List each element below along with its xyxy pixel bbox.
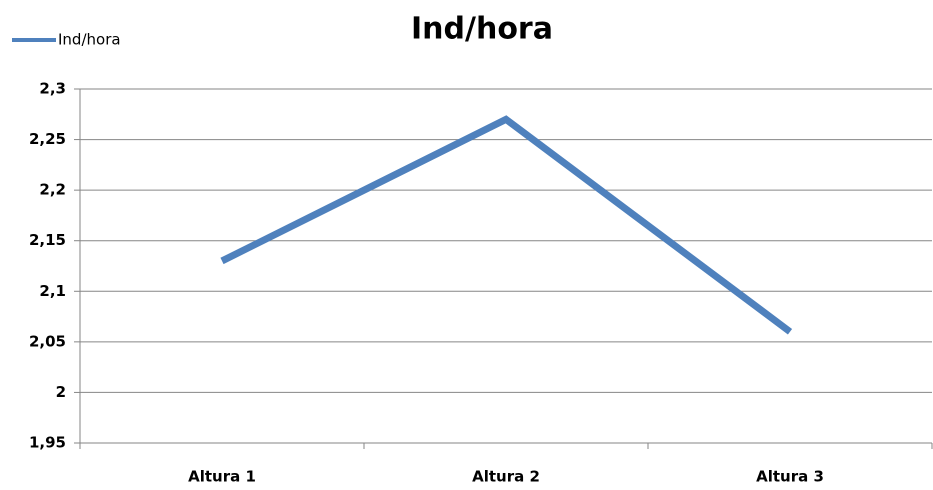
y-tick-label: 2,15 bbox=[29, 231, 66, 249]
y-tick-label: 2,2 bbox=[39, 181, 66, 199]
data-line bbox=[220, 115, 793, 335]
y-tick-label: 2,25 bbox=[29, 130, 66, 148]
x-tick-label: Altura 3 bbox=[756, 468, 824, 486]
x-tick-label: Altura 1 bbox=[188, 468, 256, 486]
x-tick-label: Altura 2 bbox=[472, 468, 540, 486]
y-tick-label: 1,95 bbox=[29, 434, 66, 452]
legend-label: Ind/hora bbox=[58, 31, 121, 49]
chart-title: Ind/hora bbox=[411, 12, 553, 47]
y-tick-label: 2,1 bbox=[39, 282, 66, 300]
y-tick-label: 2,3 bbox=[39, 80, 66, 98]
y-tick-label: 2 bbox=[56, 383, 66, 401]
y-tick-label: 2,05 bbox=[29, 332, 66, 350]
